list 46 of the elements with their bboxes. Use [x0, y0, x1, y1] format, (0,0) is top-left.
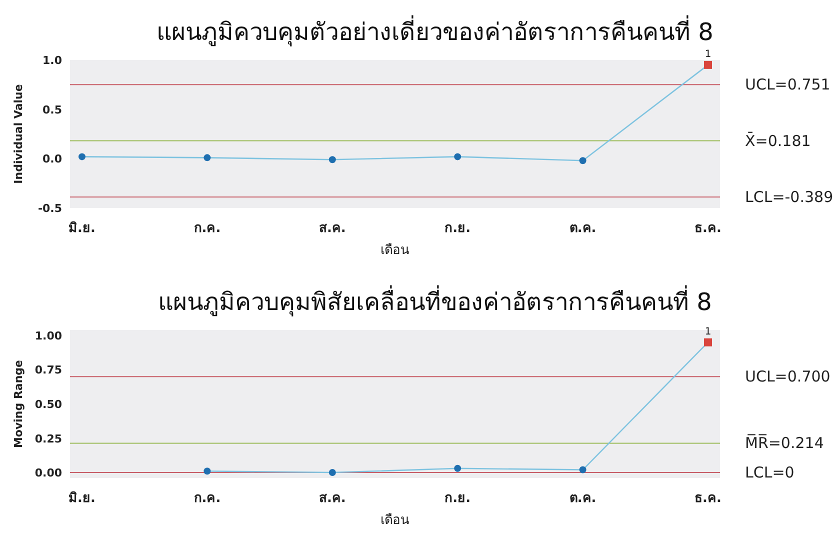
- y-tick-label: -0.5: [38, 202, 62, 215]
- annotation: 1: [704, 326, 712, 338]
- y-tick-label: 0.50: [34, 398, 62, 411]
- x-tick-label: ก.ย.: [444, 221, 471, 236]
- x-tick-label: ธ.ค.: [694, 491, 722, 506]
- x-tick-label: ธ.ค.: [694, 221, 722, 236]
- x-tick-label: ต.ค.: [569, 491, 596, 506]
- point: [328, 156, 336, 164]
- y-tick-label: 0.5: [42, 103, 62, 116]
- x-tick-label: ต.ค.: [569, 221, 596, 236]
- x-tick-label: ส.ค.: [318, 221, 346, 236]
- point: [704, 60, 712, 69]
- ref-line-label: UCL=0.751: [745, 76, 830, 94]
- x-axis-title: เดือน: [380, 512, 410, 528]
- y-tick-label: 1.00: [34, 329, 62, 342]
- point: [204, 468, 211, 475]
- point: [78, 153, 86, 160]
- point: [204, 154, 211, 162]
- y-tick-label: 0.00: [34, 466, 62, 480]
- point: [579, 157, 586, 164]
- ref-line-label: LCL=-0.389: [745, 188, 834, 206]
- point: [579, 466, 586, 474]
- x-tick-label: ก.ค.: [194, 491, 221, 506]
- ref-line-label: UCL=0.700: [745, 368, 830, 386]
- point: [704, 338, 712, 346]
- x-tick-label: มิ.ย.: [68, 221, 96, 236]
- x-tick-label: ก.ค.: [194, 221, 221, 236]
- y-axis-title: Individual Value: [12, 84, 25, 184]
- chart-title: แผนภูมิควบคุมพิสัยเคลื่อนที่ของค่าอัตราการคืนคนที่ 8: [158, 285, 712, 317]
- point: [454, 153, 462, 160]
- y-tick-label: 0.0: [42, 152, 62, 166]
- annotation: 1: [704, 48, 712, 60]
- y-tick-label: 0.25: [34, 432, 62, 446]
- y-tick-label: 1.0: [42, 54, 62, 67]
- chart-title: แผนภูมิควบคุมตัวอย่างเดี่ยวของค่าอัตราการคืนคนที่ 8: [156, 15, 714, 47]
- ref-line-label: LCL=0: [745, 464, 794, 482]
- point: [328, 469, 336, 476]
- y-tick-label: 0.75: [34, 364, 62, 377]
- x-tick-label: ส.ค.: [318, 491, 346, 506]
- x-tick-label: ก.ย.: [444, 491, 471, 506]
- x-tick-label: มิ.ย.: [68, 491, 96, 506]
- x-axis-title: เดือน: [380, 242, 410, 258]
- ref-line-label: M̅R̅=0.214: [745, 433, 824, 452]
- y-axis-title: Moving Range: [12, 360, 25, 448]
- ref-line-label: X̄=0.181: [745, 131, 811, 150]
- point: [454, 464, 462, 472]
